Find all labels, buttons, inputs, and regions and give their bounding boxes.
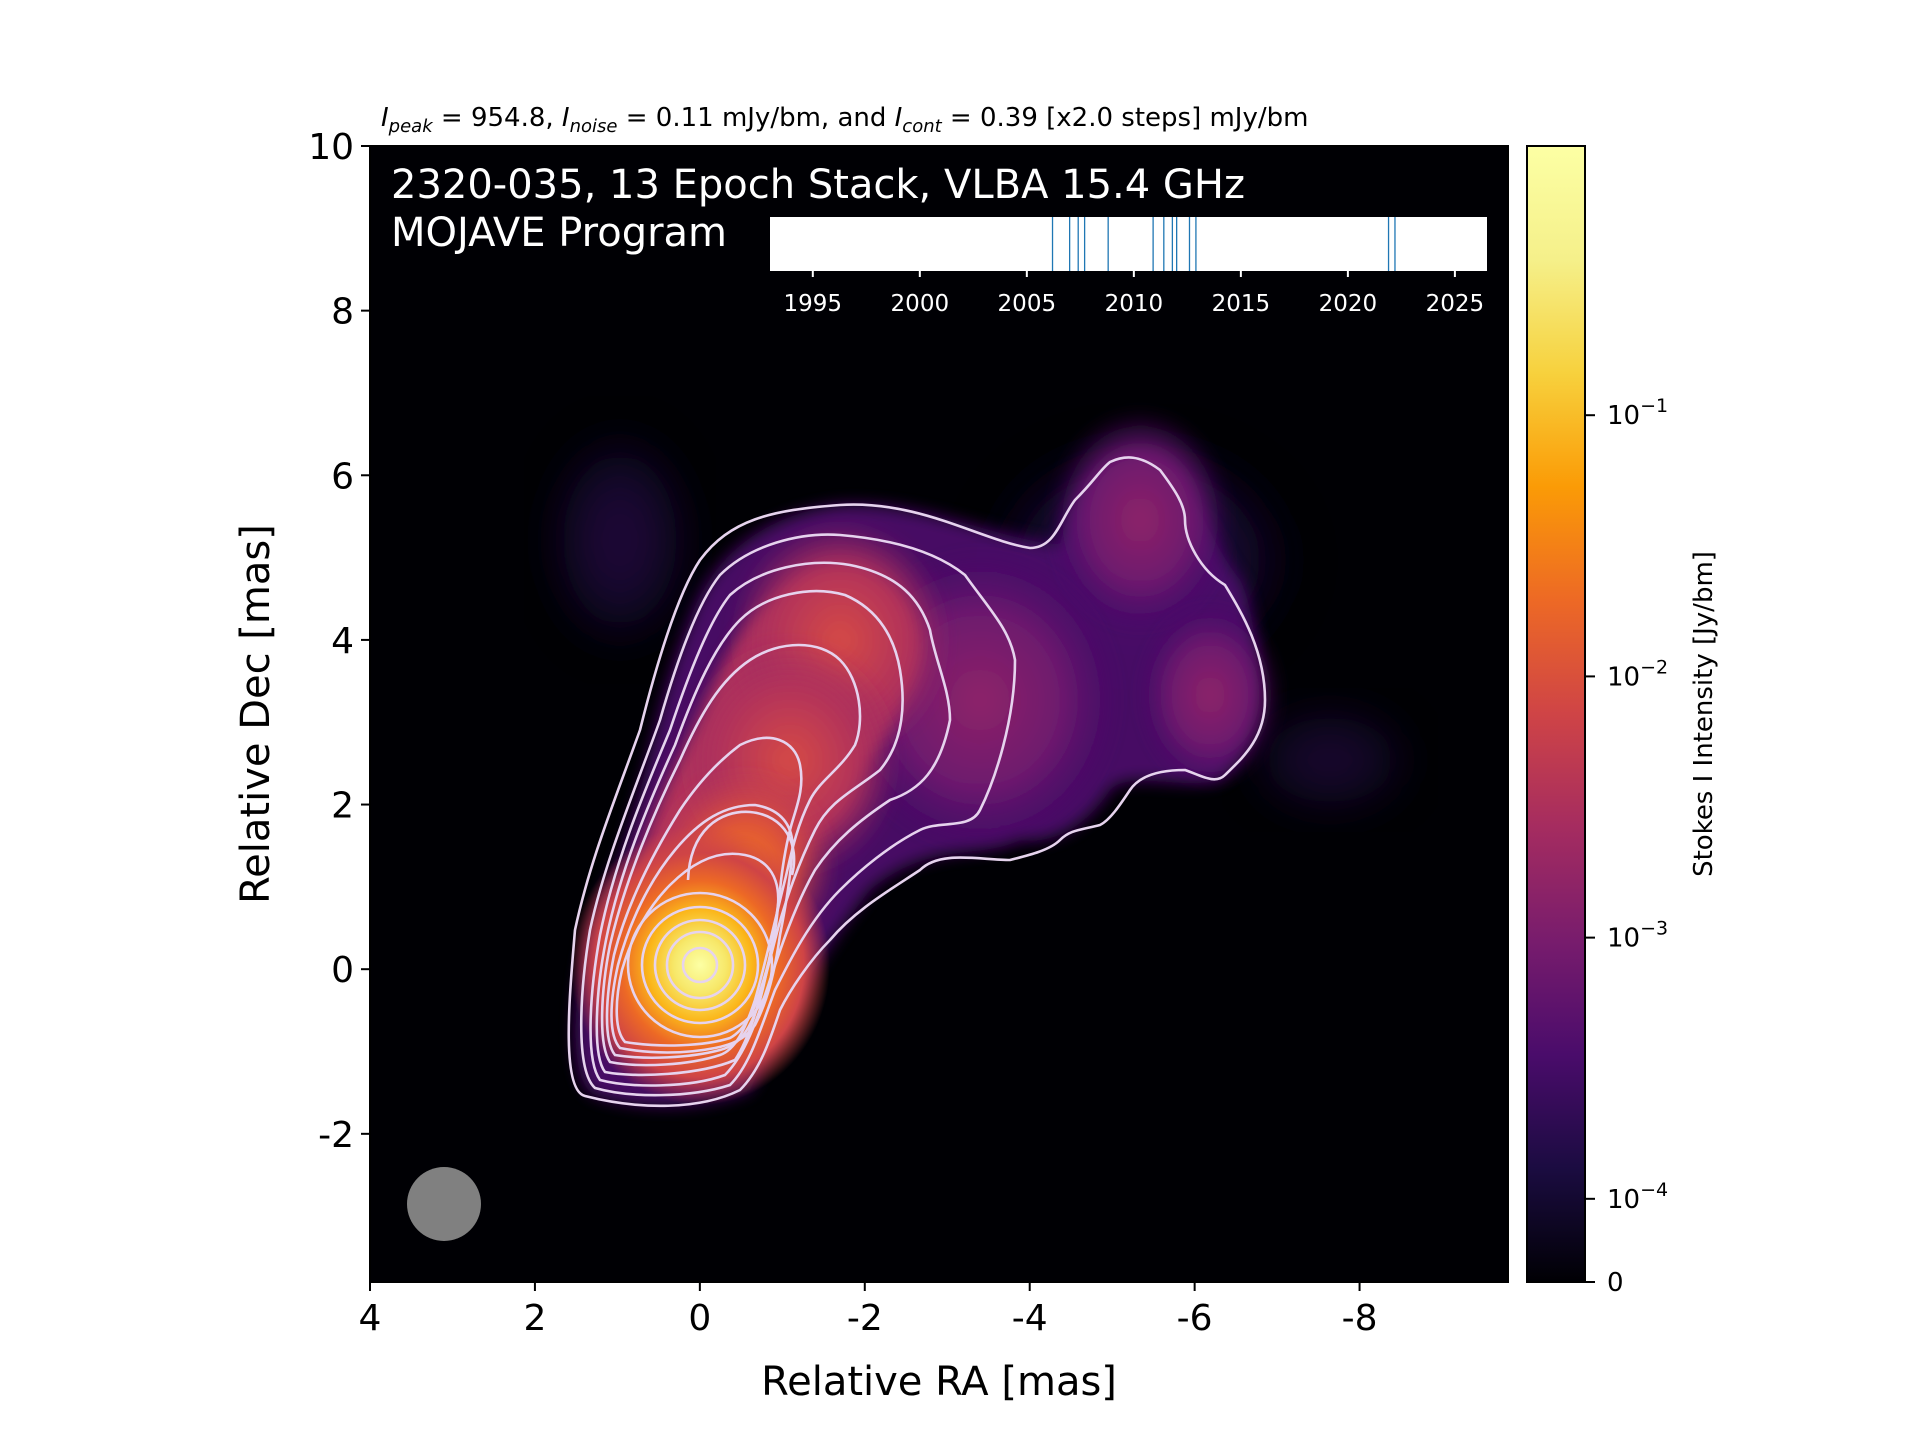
- x-tick-label: -6: [1177, 1298, 1213, 1339]
- contour-6: [605, 736, 803, 1060]
- x-tick-label: -4: [1012, 1298, 1048, 1339]
- header-i-peak-text: = 954.8,: [433, 103, 562, 133]
- epoch-tick-label: 2000: [891, 291, 950, 317]
- epoch-tick-label: 2025: [1426, 291, 1485, 317]
- y-axis-label: Relative Dec [mas]: [233, 524, 279, 904]
- header-i-noise-text: = 0.11 mJy/bm, and: [617, 103, 894, 133]
- header-i-noise-symbol: I: [562, 103, 570, 133]
- colorbar-label: Stokes I Intensity [Jy/bm]: [1689, 551, 1719, 877]
- epoch-tick-label: 2005: [998, 291, 1057, 317]
- plot-subtitle: MOJAVE Program: [391, 210, 727, 256]
- y-tick-label: 2: [331, 786, 354, 827]
- contour-11: [653, 918, 747, 1012]
- faint-emission-2: [1240, 700, 1420, 820]
- contour-knot-1: [686, 810, 796, 881]
- colorbar-tick-label: 10−2: [1607, 656, 1668, 692]
- header-i-noise-sub: noise: [570, 116, 618, 137]
- plume-east: [1050, 410, 1230, 630]
- contours: [567, 456, 1267, 1108]
- header-i-cont-sub: cont: [902, 116, 942, 137]
- y-tick-label: 10: [308, 127, 354, 168]
- epoch-tick-label: 2015: [1212, 291, 1271, 317]
- beam-ellipse: [407, 1167, 481, 1241]
- header-i-cont-symbol: I: [895, 103, 903, 133]
- x-axis: 4 2 0 -2 -4 -6 -8: [359, 1282, 1378, 1339]
- colorbar-tick-label: 0: [1607, 1268, 1624, 1298]
- plume-west: [1140, 605, 1280, 785]
- y-axis: 10 8 6 4 2 0 -2: [308, 127, 370, 1156]
- colorbar-gradient: [1526, 145, 1586, 1283]
- y-tick-label: -2: [318, 1115, 354, 1156]
- y-tick-label: 4: [331, 621, 354, 662]
- emission-map: [540, 410, 1420, 1106]
- contour-2: [580, 533, 1017, 1097]
- header-i-cont-text: = 0.39 [x2.0 steps] mJy/bm: [942, 103, 1309, 133]
- epoch-timeline: 1995 2000 2005 2010 2015 2020 2025: [770, 217, 1487, 317]
- epoch-ticks: 1995 2000 2005 2010 2015 2020 2025: [784, 271, 1485, 317]
- colorbar-ticks: 10−1 10−2 10−3 10−4 0: [1585, 395, 1668, 1298]
- y-tick-label: 0: [331, 950, 354, 991]
- colorbar-tick-label: 10−1: [1607, 395, 1668, 431]
- x-tick-label: 2: [523, 1298, 546, 1339]
- colorbar: 10−1 10−2 10−3 10−4 0 Stokes I Intensity [Jy…: [1526, 145, 1719, 1298]
- contour-13: [681, 946, 719, 984]
- contour-9: [626, 891, 774, 1039]
- y-tick-label: 6: [331, 456, 354, 497]
- header-i-peak-sub: peak: [388, 116, 435, 137]
- contour-10: [640, 905, 760, 1025]
- colorbar-tick-label: 10−4: [1607, 1179, 1668, 1215]
- epoch-tick-label: 2020: [1319, 291, 1378, 317]
- chart-header: Ipeak = 954.8, Inoise = 0.11 mJy/bm, and…: [381, 103, 1308, 137]
- x-tick-label: -8: [1342, 1298, 1378, 1339]
- faint-emission-1: [540, 420, 700, 660]
- epoch-lines: [1051, 217, 1396, 271]
- header-i-peak-symbol: I: [381, 103, 389, 133]
- contour-12: [665, 930, 735, 1000]
- x-tick-label: 4: [359, 1298, 382, 1339]
- x-tick-label: 0: [688, 1298, 711, 1339]
- x-tick-label: -2: [847, 1298, 883, 1339]
- colorbar-tick-label: 10−3: [1607, 918, 1668, 954]
- plot-title: 2320-035, 13 Epoch Stack, VLBA 15.4 GHz: [391, 162, 1245, 208]
- epoch-timeline-box: [770, 217, 1487, 271]
- epoch-tick-label: 1995: [784, 291, 843, 317]
- plot-frame: [369, 145, 1509, 1283]
- y-tick-label: 8: [331, 292, 354, 333]
- contour-1: [567, 456, 1267, 1108]
- epoch-tick-label: 2010: [1105, 291, 1164, 317]
- image-plot: 2320-035, 13 Epoch Stack, VLBA 15.4 GHz …: [369, 145, 1509, 1283]
- contour-8: [615, 852, 780, 1047]
- x-axis-label: Relative RA [mas]: [761, 1359, 1117, 1405]
